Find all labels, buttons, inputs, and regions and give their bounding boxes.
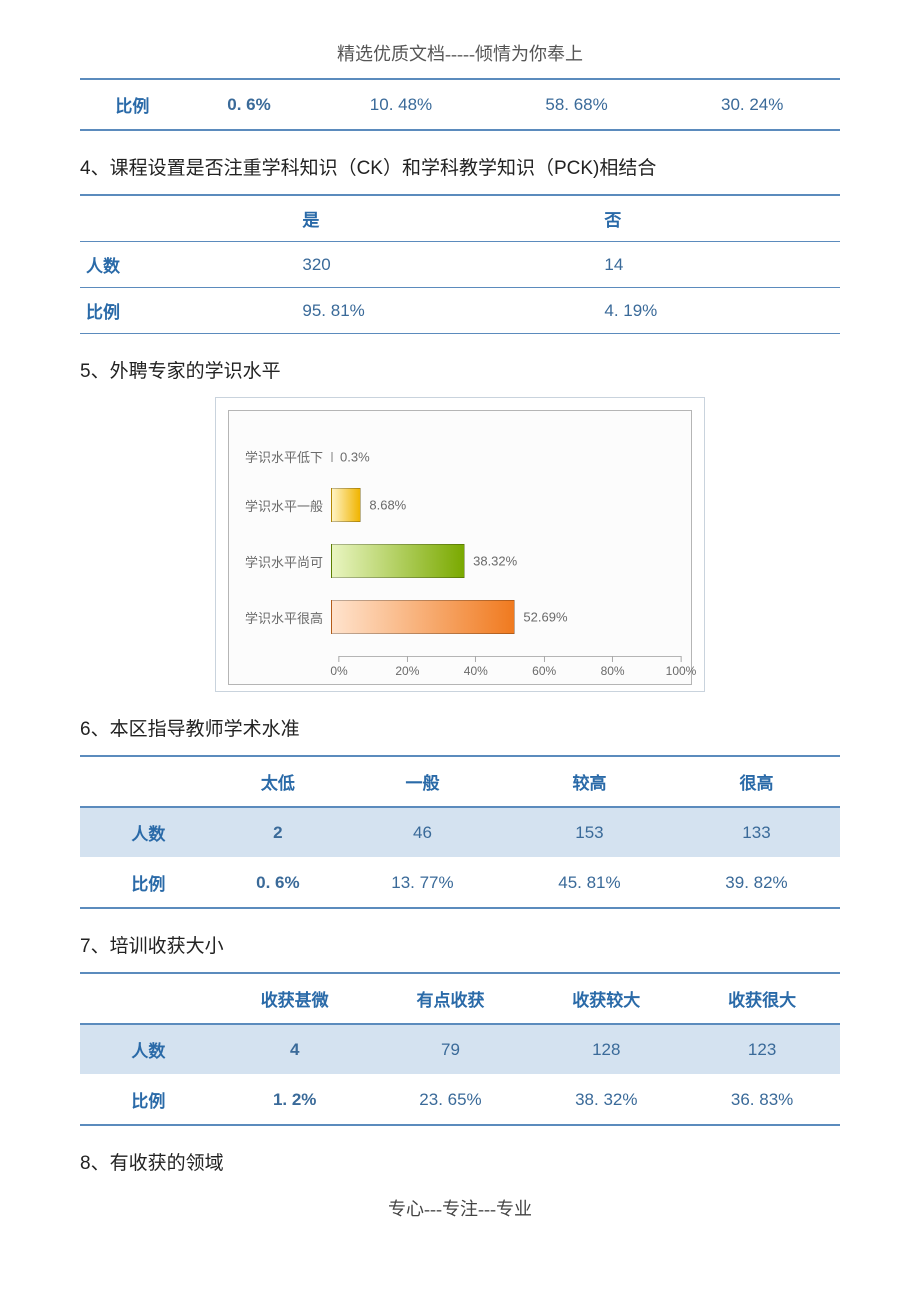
chart-bar <box>331 600 515 634</box>
table-cell: 38. 32% <box>528 1075 684 1126</box>
frag-top-rowlabel: 比例 <box>80 79 185 130</box>
frag-top-cell: 0. 6% <box>185 79 313 130</box>
chart-bar-value: 52.69% <box>523 610 567 625</box>
table-cell: 36. 83% <box>684 1075 840 1126</box>
table-cell: 45. 81% <box>506 858 673 909</box>
page-header: 精选优质文档-----倾情为你奉上 <box>80 40 840 66</box>
table-cell: 1. 2% <box>217 1075 373 1126</box>
col-header: 较高 <box>506 756 673 807</box>
q5-chart: 学识水平低下 0.3% 学识水平一般 8.68% 学识水平尚可 38.32% 学识水平很高 5… <box>215 397 705 692</box>
chart-x-axis: 0%20%40%60%80%100% <box>239 656 681 680</box>
chart-bar-value: 8.68% <box>369 498 406 513</box>
q7-title: 7、培训收获大小 <box>80 931 840 958</box>
q4-cell: 320 <box>262 242 564 288</box>
table-cell: 46 <box>339 807 506 858</box>
chart-bar <box>331 488 361 522</box>
chart-bar-row: 学识水平很高 52.69% <box>239 600 681 634</box>
row-label: 比例 <box>80 1075 217 1126</box>
table-cell: 79 <box>373 1024 529 1075</box>
chart-bar <box>331 544 465 578</box>
table-cell: 0. 6% <box>217 858 339 909</box>
chart-bar-row: 学识水平一般 8.68% <box>239 488 681 522</box>
row-label: 比例 <box>80 858 217 909</box>
table-cell: 128 <box>528 1024 684 1075</box>
q4-cell: 95. 81% <box>262 288 564 334</box>
table-cell: 4 <box>217 1024 373 1075</box>
page-footer: 专心---专注---专业 <box>80 1195 840 1221</box>
table-cell: 13. 77% <box>339 858 506 909</box>
chart-x-tick: 80% <box>601 656 625 678</box>
q4-row-label: 比例 <box>80 288 262 334</box>
frag-top-cell: 10. 48% <box>313 79 489 130</box>
chart-x-tick: 40% <box>464 656 488 678</box>
chart-category-label: 学识水平一般 <box>239 496 331 515</box>
q4-col-header: 否 <box>564 195 840 242</box>
table-cell: 23. 65% <box>373 1075 529 1126</box>
q4-col-header: 是 <box>262 195 564 242</box>
chart-bar <box>331 452 333 462</box>
table-cell: 133 <box>673 807 840 858</box>
q4-cell: 14 <box>564 242 840 288</box>
chart-x-tick: 20% <box>395 656 419 678</box>
col-header: 收获很大 <box>684 973 840 1024</box>
chart-bar-value: 0.3% <box>340 449 370 464</box>
chart-category-label: 学识水平很高 <box>239 608 331 627</box>
frag-top-table: 比例0. 6%10. 48%58. 68%30. 24% <box>80 78 840 131</box>
q4-title: 4、课程设置是否注重学科知识（CK）和学科教学知识（PCK)相结合 <box>80 153 840 180</box>
chart-category-label: 学识水平尚可 <box>239 552 331 571</box>
q4-cell: 4. 19% <box>564 288 840 334</box>
table-cell: 2 <box>217 807 339 858</box>
table-cell: 153 <box>506 807 673 858</box>
chart-bar-row: 学识水平低下 0.3% <box>239 447 681 466</box>
col-header: 有点收获 <box>373 973 529 1024</box>
q4-table: 是否 人数32014 比例95. 81%4. 19% <box>80 194 840 334</box>
col-header: 收获较大 <box>528 973 684 1024</box>
chart-x-tick: 100% <box>666 656 697 678</box>
col-header: 太低 <box>217 756 339 807</box>
chart-bar-row: 学识水平尚可 38.32% <box>239 544 681 578</box>
table-cell: 123 <box>684 1024 840 1075</box>
q5-title: 5、外聘专家的学识水平 <box>80 356 840 383</box>
q6-title: 6、本区指导教师学术水准 <box>80 714 840 741</box>
q4-row-label: 人数 <box>80 242 262 288</box>
col-header: 收获甚微 <box>217 973 373 1024</box>
chart-x-tick: 60% <box>532 656 556 678</box>
frag-top-cell: 58. 68% <box>489 79 665 130</box>
q6-table: 太低一般较高很高 人数246153133 比例0. 6%13. 77%45. 81… <box>80 755 840 909</box>
chart-category-label: 学识水平低下 <box>239 447 331 466</box>
frag-top-cell: 30. 24% <box>664 79 840 130</box>
q8-title: 8、有收获的领域 <box>80 1148 840 1175</box>
table-cell: 39. 82% <box>673 858 840 909</box>
row-label: 人数 <box>80 807 217 858</box>
chart-bar-value: 38.32% <box>473 554 517 569</box>
row-label: 人数 <box>80 1024 217 1075</box>
col-header: 一般 <box>339 756 506 807</box>
q7-table: 收获甚微有点收获收获较大收获很大 人数479128123 比例1. 2%23. 6… <box>80 972 840 1126</box>
col-header: 很高 <box>673 756 840 807</box>
chart-x-tick: 0% <box>330 656 347 678</box>
